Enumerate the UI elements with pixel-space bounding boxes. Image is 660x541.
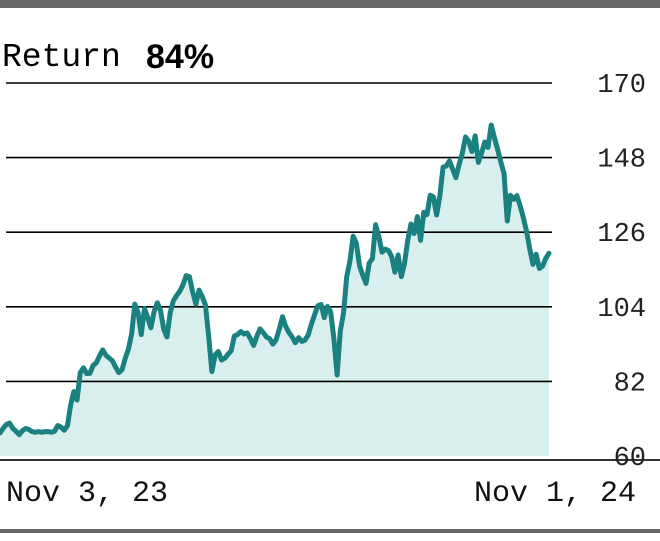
- x-tick-end: Nov 1, 24: [473, 477, 636, 511]
- price-line-layer: [0, 122, 552, 438]
- y-tick-label: 82: [614, 369, 646, 399]
- y-tick-label: 60: [614, 444, 646, 474]
- area-fill: [0, 125, 549, 457]
- y-tick-label: 148: [597, 146, 646, 176]
- chart-plot: 60 82 104 126 148 170: [0, 71, 660, 474]
- y-tick-labels: 60 82 104 126 148 170: [597, 71, 646, 474]
- area-fill-layer: [0, 125, 549, 457]
- y-tick-label: 126: [597, 220, 646, 250]
- return-label: Return: [2, 39, 121, 76]
- return-value: 84%: [146, 38, 215, 76]
- x-tick-start: Nov 3, 23: [6, 477, 169, 511]
- price-line: [0, 122, 552, 438]
- y-tick-label: 104: [597, 295, 646, 325]
- y-tick-label: 170: [597, 71, 646, 101]
